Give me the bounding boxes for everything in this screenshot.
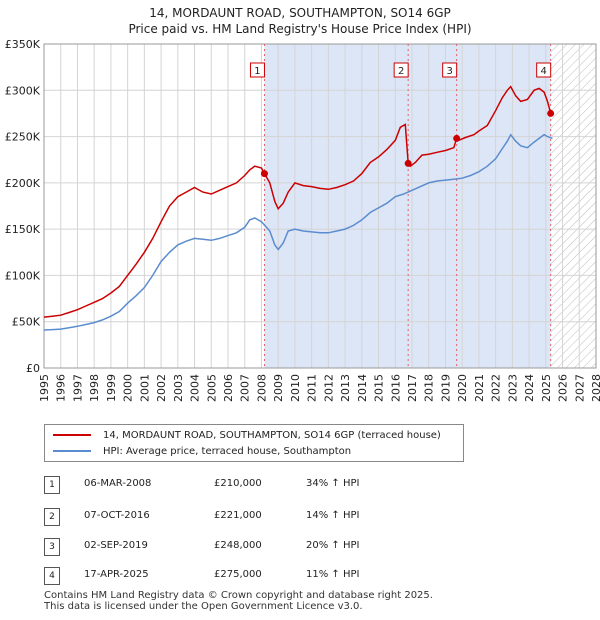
legend-swatch-property: [53, 434, 91, 436]
x-tick-label: 2013: [339, 374, 352, 402]
x-tick-label: 1999: [105, 374, 118, 402]
legend-item-property: 14, MORDAUNT ROAD, SOUTHAMPTON, SO14 6GP…: [53, 427, 441, 443]
footer-attribution: Contains HM Land Registry data © Crown c…: [44, 590, 433, 612]
sale-row: 3 02-SEP-2019 £248,000 20% ↑ HPI: [0, 538, 600, 556]
sale-point: [260, 170, 268, 178]
ownership-shade: [264, 44, 551, 368]
sale-marker-label: 3: [446, 66, 452, 77]
sale-price: £248,000: [214, 540, 262, 551]
legend-label-hpi: HPI: Average price, terraced house, Sout…: [103, 445, 352, 457]
sale-marker-label: 2: [398, 66, 404, 77]
sale-marker-box: [536, 62, 552, 78]
y-tick-label: £100K: [5, 269, 41, 282]
x-tick-label: 2011: [306, 374, 319, 402]
sale-hpi-change: 11% ↑ HPI: [306, 569, 360, 580]
sale-marker-label: 1: [254, 66, 260, 77]
sale-marker-box: [393, 62, 409, 78]
sale-row: 2 07-OCT-2016 £221,000 14% ↑ HPI: [0, 508, 600, 526]
legend-label-property: 14, MORDAUNT ROAD, SOUTHAMPTON, SO14 6GP…: [103, 429, 441, 441]
plot-border: [43, 43, 597, 369]
sale-hpi-change: 20% ↑ HPI: [306, 540, 360, 551]
future-hatch: [550, 44, 596, 368]
x-tick-label: 1998: [88, 374, 101, 402]
x-tick-label: 2015: [373, 374, 386, 402]
sale-marker-badge: 1: [44, 476, 60, 494]
sale-marker-badge: 3: [44, 538, 60, 556]
x-tick-label: 2004: [189, 374, 202, 402]
sale-row: 4 17-APR-2025 £275,000 11% ↑ HPI: [0, 567, 600, 585]
y-tick-label: £50K: [12, 316, 41, 329]
sale-marker-box: [249, 62, 265, 78]
chart-title: 14, MORDAUNT ROAD, SOUTHAMPTON, SO14 6GP: [149, 6, 451, 20]
x-tick-label: 1995: [38, 374, 51, 402]
x-tick-label: 2018: [423, 374, 436, 402]
sale-marker-badge: 4: [44, 567, 60, 585]
hpi-series-line: [43, 133, 553, 331]
x-tick-label: 2017: [406, 374, 419, 402]
x-tick-label: 2028: [590, 374, 600, 402]
chart-subtitle: Price paid vs. HM Land Registry's House …: [128, 22, 472, 36]
sale-price: £210,000: [214, 478, 262, 489]
x-tick-label: 2020: [456, 374, 469, 402]
x-tick-label: 2019: [439, 374, 452, 402]
price-chart: £0 £50K £100K £150K £200K £250K £300K £350K 1995…: [5, 38, 600, 402]
sale-hpi-change: 14% ↑ HPI: [306, 510, 360, 521]
x-tick-label: 2014: [356, 374, 369, 402]
x-tick-label: 2026: [557, 374, 570, 402]
sale-point: [404, 159, 412, 167]
x-tick-label: 2001: [138, 374, 151, 402]
x-tick-label: 2022: [490, 374, 503, 402]
sale-date: 06-MAR-2008: [84, 478, 152, 489]
property-series-line: [43, 85, 554, 318]
x-tick-label: 2025: [540, 374, 553, 402]
y-tick-label: £0: [26, 362, 40, 375]
y-tick-label: £350K: [5, 38, 41, 51]
x-tick-label: 2007: [239, 374, 252, 402]
sale-marker-label: 4: [540, 66, 546, 77]
sale-date: 07-OCT-2016: [84, 510, 150, 521]
x-tick-label: 2008: [255, 374, 268, 402]
y-tick-label: £200K: [5, 177, 41, 190]
x-tick-label: 2010: [289, 374, 302, 402]
sale-marker-badge: 2: [44, 508, 60, 526]
x-tick-label: 2002: [155, 374, 168, 402]
sale-point: [547, 109, 555, 117]
x-tick-label: 1996: [55, 374, 68, 402]
x-tick-label: 2016: [389, 374, 402, 402]
sale-date: 02-SEP-2019: [84, 540, 148, 551]
footer-copyright: Contains HM Land Registry data © Crown c…: [44, 590, 433, 601]
legend: 14, MORDAUNT ROAD, SOUTHAMPTON, SO14 6GP…: [44, 424, 464, 462]
x-tick-label: 2000: [122, 374, 135, 402]
y-tick-label: £300K: [5, 84, 41, 97]
x-tick-label: 2023: [506, 374, 519, 402]
y-tick-label: £150K: [5, 223, 41, 236]
x-tick-label: 1997: [71, 374, 84, 402]
footer-licence: This data is licensed under the Open Gov…: [44, 601, 363, 612]
sale-date: 17-APR-2025: [84, 569, 149, 580]
x-tick-label: 2024: [523, 374, 536, 402]
x-tick-label: 2003: [172, 374, 185, 402]
x-tick-label: 2006: [222, 374, 235, 402]
sale-row: 1 06-MAR-2008 £210,000 34% ↑ HPI: [0, 476, 600, 494]
x-tick-label: 2027: [573, 374, 586, 402]
x-tick-label: 2009: [272, 374, 285, 402]
legend-swatch-hpi: [53, 450, 91, 452]
sale-hpi-change: 34% ↑ HPI: [306, 478, 360, 489]
sale-price: £275,000: [214, 569, 262, 580]
sale-price: £221,000: [214, 510, 262, 521]
x-tick-label: 2005: [205, 374, 218, 402]
legend-item-hpi: HPI: Average price, terraced house, Sout…: [53, 443, 351, 459]
y-tick-label: £250K: [5, 131, 41, 144]
x-tick-label: 2012: [322, 374, 335, 402]
sale-marker-box: [442, 62, 458, 78]
sale-point: [453, 134, 461, 142]
x-tick-label: 2021: [473, 374, 486, 402]
